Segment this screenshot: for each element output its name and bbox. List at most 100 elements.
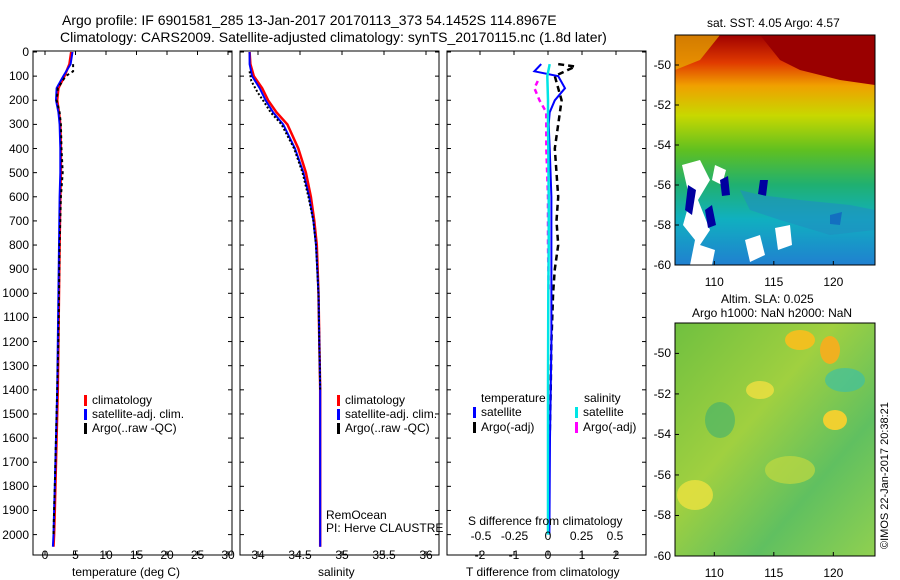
sla-map-x-tick-label: 110 [704,566,724,580]
sal-legend-item: climatology [345,393,406,407]
depth-tick-label: 1800 [2,479,29,494]
temp-x-tick-label: 20 [160,548,174,562]
sla-map-x-tick-label: 115 [764,566,784,580]
depth-tick-label: 600 [8,189,29,204]
sal-satellite-line [248,52,322,547]
temp-x-tick-label: 30 [221,548,235,562]
sal-x-tick-label: 34.5 [288,548,312,562]
imos-timestamp: ©IMOS 22-Jan-2017 20:38:21 [879,402,891,549]
header-line2: Climatology: CARS2009. Satellite-adjuste… [60,29,607,45]
sst-map-title: sat. SST: 4.05 Argo: 4.57 [707,16,840,30]
sla-map-y-tick-label: -50 [653,346,671,361]
sla-map-y-tick-label: -54 [653,427,671,442]
sla-map-y-tick-label: -52 [653,386,671,401]
temp-axes [32,50,233,556]
diff-s-tick-label: 0.5 [606,529,624,543]
depth-tick-label: 1500 [2,406,29,421]
x-axes-ticks [44,51,617,555]
diff-temp-satellite-line [532,63,567,535]
temp-legend-item: satellite-adj. clim. [92,407,185,421]
diff-legend-sal-title: salinity [584,391,621,405]
sal-x-tick-label: 34 [251,548,265,562]
temp-x-tick-label: 0 [41,548,49,562]
chart-series [51,51,580,547]
depth-tick-label: 1700 [2,455,29,470]
depth-tick-label: 400 [8,141,29,156]
depth-tick-label: 1900 [2,503,29,518]
diff-x-tick-label: 1 [578,548,586,562]
temp-x-tick-label: 5 [72,548,79,562]
depth-tick-label: 200 [8,93,29,108]
temp-x-tick-label: 15 [129,548,144,562]
sst-map-y-tick-label: -56 [653,178,671,192]
diff-sal-argo-line [533,80,550,294]
depth-tick-label: 700 [8,213,29,228]
temp-x-tick-label: 25 [190,548,205,562]
depth-axis [33,51,646,536]
sla-map-y-tick-label: -56 [653,467,671,482]
sal-legend-markers [337,395,340,434]
diff-sal-satellite-line [546,63,551,535]
sst-map [674,34,876,266]
depth-tick-label: 1300 [2,358,29,373]
diff-legend-item: Argo(-adj) [481,420,535,434]
temp-legend-item: Argo(..raw -QC) [92,421,177,435]
depth-tick-label: 1200 [2,334,29,349]
depth-tick-label: 1000 [2,286,29,301]
map-axes-ticks [675,64,834,557]
temp-legend-item: climatology [92,393,153,407]
sal-note-remocean: RemOcean [326,508,387,522]
sal-argo-line [248,71,322,390]
sal-axes [239,50,440,556]
sst-map-y-tick-label: -54 [653,138,671,152]
temp-legend-markers [84,395,87,434]
sst-map-y-tick-label: -52 [653,98,671,112]
diff-x-tick-label: -1 [508,548,520,562]
depth-tick-label: 300 [8,117,29,132]
diff-x-tick-label: 2 [612,548,620,562]
diff-s-tick-label: -0.25 [500,529,529,543]
diff-s-tick-label: -0.5 [470,529,492,543]
sst-map-y-tick-label: -58 [653,218,671,232]
diff-legend-item: Argo(-adj) [583,420,637,434]
sla-map [674,322,876,557]
diff-x-tick-label: 0 [544,548,552,562]
depth-tick-label: 1100 [3,310,29,325]
sal-legend-item: Argo(..raw -QC) [345,421,430,435]
sal-xlabel: salinity [318,565,355,579]
sst-map-y-tick-label: -50 [653,58,671,72]
depth-tick-label: 900 [8,262,29,277]
temp-argo-line [52,64,75,535]
diff-s-tick-label: 0 [544,529,552,543]
depth-tick-label: 2000 [2,527,29,542]
sla-map-y-tick-label: -58 [653,508,671,523]
diff-legend-temp-title: temperature [481,391,546,405]
sal-x-tick-label: 35 [335,548,349,562]
header-line1: Argo profile: IF 6901581_285 13-Jan-2017… [62,12,557,28]
depth-tick-label: 1400 [2,382,29,397]
diff-legend-item: satellite [481,405,522,419]
sst-map-x-tick-label: 120 [823,275,844,289]
sla-map-x-tick-label: 120 [823,566,844,580]
depth-tick-label: 1600 [2,431,29,446]
diff-x-tick-label: -2 [474,548,486,562]
sst-map-x-tick-label: 115 [764,275,784,289]
sla-map-title2: Argo h1000: NaN h2000: NaN [692,306,853,320]
depth-tick-label: 800 [8,238,29,253]
diff-xlabel: T difference from climatology [466,565,620,579]
sal-note-pi: PI: Herve CLAUSTRE [326,521,444,535]
diff-legend-item: satellite [583,405,624,419]
diff-legend-markers [473,407,578,433]
sst-map-y-tick-label: -60 [653,258,671,272]
diff-top-axis-label: S difference from climatology [468,514,623,528]
sst-map-x-tick-label: 110 [704,275,724,289]
sal-x-tick-label: 35.5 [372,548,396,562]
diff-s-tick-label: 0.25 [569,529,594,543]
depth-tick-label: 0 [22,45,29,59]
sla-map-title1: Altim. SLA: 0.025 [721,292,814,306]
temp-x-tick-label: 10 [99,548,113,562]
depth-tick-label: 500 [8,165,29,180]
sal-x-tick-label: 36 [419,548,433,562]
depth-tick-label: 100 [8,69,29,84]
